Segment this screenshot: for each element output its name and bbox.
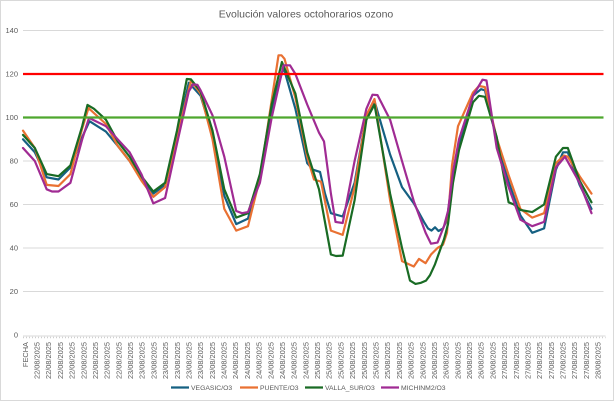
svg-text:Evolución valores octohorarios: Evolución valores octohorarios ozono xyxy=(219,9,394,21)
svg-text:22/08/2025: 22/08/2025 xyxy=(56,342,65,379)
svg-text:25/08/2025: 25/08/2025 xyxy=(383,342,392,379)
svg-text:PUENTE/O3: PUENTE/O3 xyxy=(260,385,299,392)
svg-text:23/08/2025: 23/08/2025 xyxy=(185,342,194,379)
svg-text:23/08/2025: 23/08/2025 xyxy=(126,342,135,379)
svg-text:27/08/2025: 27/08/2025 xyxy=(535,342,544,379)
svg-text:23/08/2025: 23/08/2025 xyxy=(173,342,182,379)
svg-text:25/08/2025: 25/08/2025 xyxy=(348,342,357,379)
svg-text:26/08/2025: 26/08/2025 xyxy=(488,342,497,379)
svg-text:27/08/2025: 27/08/2025 xyxy=(524,342,533,379)
svg-text:40: 40 xyxy=(10,244,18,253)
svg-text:22/08/2025: 22/08/2025 xyxy=(103,342,112,379)
svg-text:24/08/2025: 24/08/2025 xyxy=(278,342,287,379)
svg-text:25/08/2025: 25/08/2025 xyxy=(336,342,345,379)
svg-text:25/08/2025: 25/08/2025 xyxy=(325,342,334,379)
svg-text:26/08/2025: 26/08/2025 xyxy=(418,342,427,379)
svg-text:27/08/2025: 27/08/2025 xyxy=(500,342,509,379)
svg-text:MICHINM2/O3: MICHINM2/O3 xyxy=(401,385,446,392)
svg-text:23/08/2025: 23/08/2025 xyxy=(149,342,158,379)
svg-text:26/08/2025: 26/08/2025 xyxy=(453,342,462,379)
svg-text:24/08/2025: 24/08/2025 xyxy=(255,342,264,379)
svg-text:23/08/2025: 23/08/2025 xyxy=(161,342,170,379)
svg-text:23/08/2025: 23/08/2025 xyxy=(208,342,217,379)
svg-text:24/08/2025: 24/08/2025 xyxy=(301,342,310,379)
svg-text:27/08/2025: 27/08/2025 xyxy=(512,342,521,379)
svg-text:25/08/2025: 25/08/2025 xyxy=(395,342,404,379)
svg-text:20: 20 xyxy=(10,287,18,296)
svg-text:22/08/2025: 22/08/2025 xyxy=(79,342,88,379)
svg-text:27/08/2025: 27/08/2025 xyxy=(582,342,591,379)
svg-text:25/08/2025: 25/08/2025 xyxy=(313,342,322,379)
svg-text:VEGASIC/O3: VEGASIC/O3 xyxy=(191,385,232,392)
svg-text:25/08/2025: 25/08/2025 xyxy=(372,342,381,379)
svg-text:26/08/2025: 26/08/2025 xyxy=(407,342,416,379)
svg-text:140: 140 xyxy=(5,26,18,35)
svg-text:26/08/2025: 26/08/2025 xyxy=(430,342,439,379)
svg-text:0: 0 xyxy=(14,331,18,340)
svg-text:24/08/2025: 24/08/2025 xyxy=(231,342,240,379)
svg-text:22/08/2025: 22/08/2025 xyxy=(44,342,53,379)
svg-text:120: 120 xyxy=(5,70,18,79)
svg-text:FECHA: FECHA xyxy=(21,342,30,367)
svg-text:24/08/2025: 24/08/2025 xyxy=(290,342,299,379)
svg-text:VALLA_SUR/O3: VALLA_SUR/O3 xyxy=(325,385,375,392)
svg-text:22/08/2025: 22/08/2025 xyxy=(33,342,42,379)
svg-text:26/08/2025: 26/08/2025 xyxy=(477,342,486,379)
svg-text:23/08/2025: 23/08/2025 xyxy=(196,342,205,379)
svg-text:25/08/2025: 25/08/2025 xyxy=(360,342,369,379)
svg-text:24/08/2025: 24/08/2025 xyxy=(220,342,229,379)
svg-text:26/08/2025: 26/08/2025 xyxy=(465,342,474,379)
svg-text:100: 100 xyxy=(5,113,18,122)
svg-text:26/08/2025: 26/08/2025 xyxy=(442,342,451,379)
svg-text:27/08/2025: 27/08/2025 xyxy=(547,342,556,379)
svg-text:22/08/2025: 22/08/2025 xyxy=(68,342,77,379)
svg-text:22/08/2025: 22/08/2025 xyxy=(114,342,123,379)
svg-text:24/08/2025: 24/08/2025 xyxy=(243,342,252,379)
svg-text:24/08/2025: 24/08/2025 xyxy=(266,342,275,379)
svg-text:28/08/2025: 28/08/2025 xyxy=(594,342,603,379)
svg-text:22/08/2025: 22/08/2025 xyxy=(91,342,100,379)
svg-text:23/08/2025: 23/08/2025 xyxy=(138,342,147,379)
svg-text:60: 60 xyxy=(10,200,18,209)
svg-text:27/08/2025: 27/08/2025 xyxy=(570,342,579,379)
svg-text:27/08/2025: 27/08/2025 xyxy=(559,342,568,379)
svg-text:80: 80 xyxy=(10,157,18,166)
